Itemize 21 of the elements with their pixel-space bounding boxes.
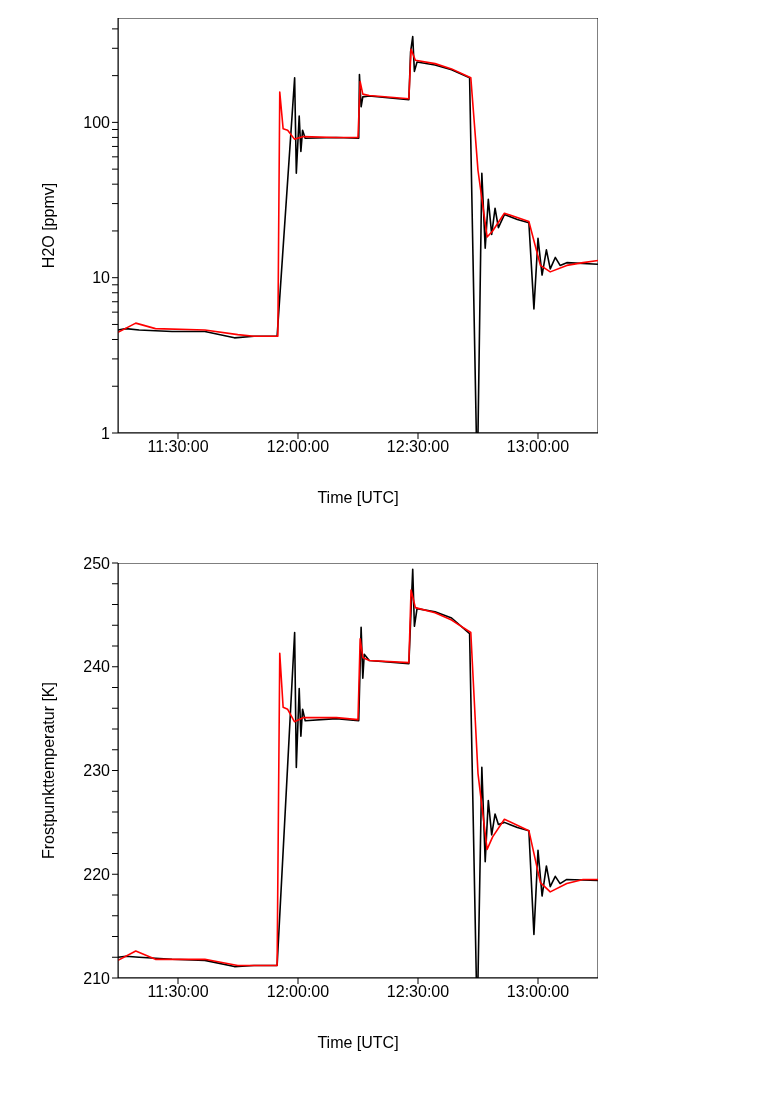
x-tick-label: 13:00:00: [506, 983, 570, 1001]
x-tick-label: 11:30:00: [147, 983, 209, 1001]
y-tick-label: 250: [83, 554, 111, 572]
y-tick-label: 10: [92, 269, 111, 287]
x-tick-label: 12:30:00: [386, 983, 450, 1001]
x-tick-label: 11:30:00: [147, 438, 209, 456]
y-tick-label: 240: [83, 658, 111, 676]
y-axis-title: Frostpunkttemperatur [K]: [39, 682, 57, 859]
x-tick-label: 13:00:00: [506, 438, 570, 456]
line-series: [118, 48, 598, 337]
x-tick-label: 12:30:00: [386, 438, 450, 456]
y-tick-label: 210: [83, 969, 111, 987]
y-axis-title: H2O [ppmv]: [39, 182, 57, 269]
x-tick-label: 12:00:00: [266, 983, 330, 1001]
y-tick-label: 220: [83, 865, 111, 883]
y-tick-label: 1: [101, 424, 111, 442]
x-tick-label: 12:00:00: [266, 438, 330, 456]
y-tick-label: 230: [83, 762, 111, 780]
y-tick-label: 100: [83, 114, 111, 132]
x-axis-title: Time [UTC]: [317, 1034, 399, 1051]
x-axis-title: Time [UTC]: [317, 489, 399, 506]
